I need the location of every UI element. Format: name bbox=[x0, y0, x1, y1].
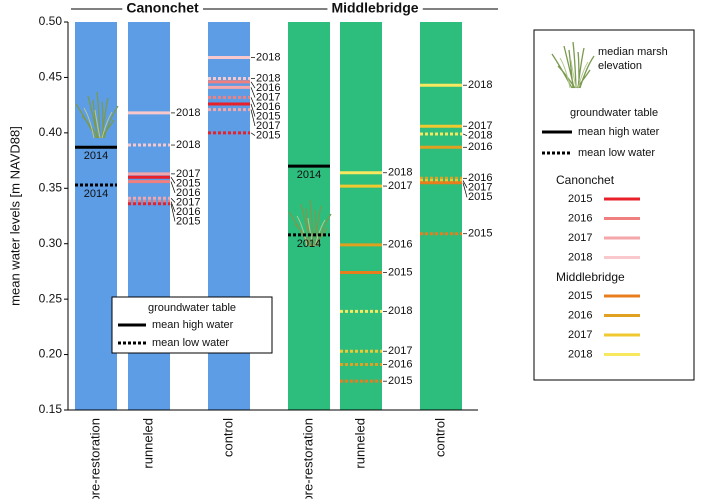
y-tick-label: 0.15 bbox=[39, 402, 63, 416]
level-label: 2014 bbox=[84, 150, 108, 162]
y-tick-label: 0.20 bbox=[39, 347, 63, 361]
level-label: 2016 bbox=[468, 141, 492, 153]
leader bbox=[170, 177, 176, 184]
level-label: 2018 bbox=[388, 167, 412, 179]
legend-group: Canonchet bbox=[556, 173, 615, 187]
inner-legend-label: mean low water bbox=[152, 337, 229, 349]
level-label: 2018 bbox=[176, 139, 200, 151]
level-label: 2017 bbox=[468, 182, 492, 194]
inner-legend-title: groundwater table bbox=[148, 302, 236, 314]
inner-legend-label: mean high water bbox=[152, 319, 234, 331]
y-tick-label: 0.35 bbox=[39, 180, 63, 194]
legend-year: 2017 bbox=[568, 232, 592, 244]
level-label: 2014 bbox=[297, 238, 321, 250]
level-label: 2015 bbox=[256, 110, 280, 122]
x-tick-label: control bbox=[432, 418, 447, 457]
group-title-bg bbox=[122, 0, 204, 16]
level-label: 2016 bbox=[256, 101, 280, 113]
leader bbox=[462, 182, 468, 198]
level-label: 2017 bbox=[256, 91, 280, 103]
level-label: 2018 bbox=[176, 107, 200, 119]
level-label: 2017 bbox=[256, 120, 280, 132]
leader bbox=[250, 103, 256, 117]
level-label: 2015 bbox=[388, 375, 412, 387]
column bbox=[288, 22, 330, 410]
legend-label: mean low water bbox=[578, 147, 655, 159]
leader bbox=[170, 181, 176, 193]
x-tick-label: control bbox=[220, 418, 235, 457]
level-label: 2015 bbox=[468, 191, 492, 203]
level-label: 2016 bbox=[468, 172, 492, 184]
leader bbox=[250, 81, 256, 89]
level-label: 2018 bbox=[468, 130, 492, 142]
leader bbox=[170, 203, 176, 222]
level-label: 2016 bbox=[176, 187, 200, 199]
y-tick-label: 0.30 bbox=[39, 236, 63, 250]
column bbox=[340, 22, 382, 410]
leader bbox=[462, 133, 468, 137]
level-label: 2017 bbox=[176, 196, 200, 208]
y-axis-label: mean water levels [m NAVD88] bbox=[7, 126, 22, 306]
group-title: Canonchet bbox=[126, 0, 199, 16]
group-title: Middlebridge bbox=[331, 0, 418, 16]
level-label: 2016 bbox=[256, 82, 280, 94]
level-label: 2016 bbox=[388, 239, 412, 251]
legend-title: groundwater table bbox=[570, 107, 658, 119]
level-label: 2015 bbox=[176, 215, 200, 227]
level-label: 2014 bbox=[297, 169, 321, 181]
legend-label: mean high water bbox=[578, 126, 660, 138]
legend-year: 2015 bbox=[568, 290, 592, 302]
y-tick-label: 0.45 bbox=[39, 70, 63, 84]
y-tick-label: 0.40 bbox=[39, 125, 63, 139]
level-label: 2015 bbox=[176, 177, 200, 189]
level-label: 2015 bbox=[256, 129, 280, 141]
level-label: 2017 bbox=[388, 345, 412, 357]
column bbox=[75, 22, 117, 410]
legend-box bbox=[533, 29, 695, 381]
x-tick-label: pre-restoration bbox=[87, 418, 102, 499]
legend-year: 2018 bbox=[568, 251, 592, 263]
legend-year: 2017 bbox=[568, 329, 592, 341]
legend-year: 2018 bbox=[568, 348, 592, 360]
level-label: 2015 bbox=[468, 228, 492, 240]
leader bbox=[250, 87, 256, 98]
level-label: 2018 bbox=[256, 72, 280, 84]
legend-year: 2016 bbox=[568, 309, 592, 321]
level-label: 2017 bbox=[388, 180, 412, 192]
leader bbox=[170, 198, 176, 203]
y-tick-label: 0.50 bbox=[39, 14, 63, 28]
column bbox=[420, 22, 462, 410]
leader bbox=[462, 180, 468, 188]
level-label: 2018 bbox=[468, 79, 492, 91]
level-label: 2017 bbox=[176, 168, 200, 180]
level-label: 2018 bbox=[388, 305, 412, 317]
legend-year: 2015 bbox=[568, 193, 592, 205]
level-label: 2015 bbox=[388, 266, 412, 278]
legend-year: 2016 bbox=[568, 212, 592, 224]
legend-group: Middlebridge bbox=[556, 270, 625, 284]
leader bbox=[250, 132, 256, 136]
level-label: 2017 bbox=[468, 120, 492, 132]
y-tick-label: 0.25 bbox=[39, 291, 63, 305]
x-tick-label: runneled bbox=[352, 418, 367, 469]
legend-marsh: median marsh elevation bbox=[598, 46, 668, 72]
level-label: 2016 bbox=[388, 358, 412, 370]
x-tick-label: runneled bbox=[140, 418, 155, 469]
x-tick-label: pre-restoration bbox=[300, 418, 315, 499]
leader bbox=[170, 201, 176, 213]
leader bbox=[250, 97, 256, 108]
leader bbox=[250, 109, 256, 127]
group-title-bg bbox=[327, 0, 423, 16]
level-label: 2014 bbox=[84, 188, 108, 200]
level-label: 2018 bbox=[256, 51, 280, 63]
level-label: 2016 bbox=[176, 206, 200, 218]
